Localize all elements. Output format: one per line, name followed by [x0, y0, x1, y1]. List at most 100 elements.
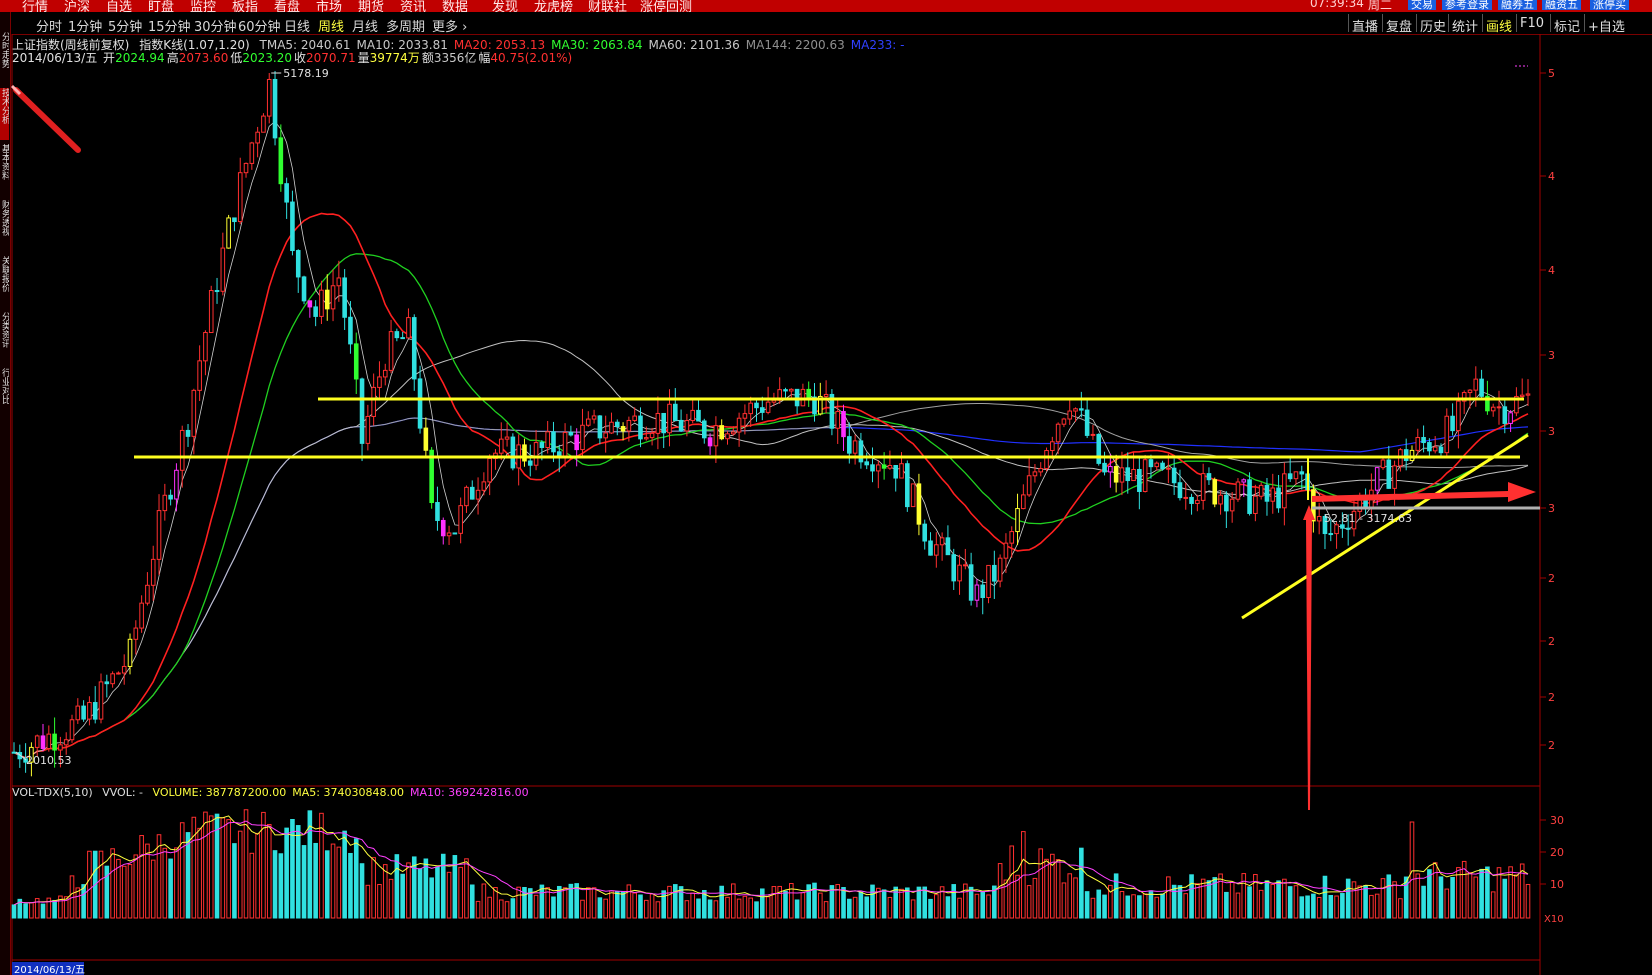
candle-body	[893, 465, 899, 479]
period-2[interactable]: 5分钟	[108, 20, 143, 35]
menu-chip-2[interactable]: 融券五	[1498, 0, 1537, 10]
menu-item-13[interactable]: 财联社	[588, 0, 628, 12]
tool-separator	[1382, 14, 1383, 32]
left-tab-4[interactable]: 关联报价	[0, 256, 9, 292]
tool-5[interactable]: F10	[1520, 16, 1545, 31]
tool-0[interactable]: 直播	[1352, 20, 1379, 35]
candle-body	[203, 332, 208, 362]
candle-body	[1351, 510, 1357, 530]
left-tab-6[interactable]: 行业对比	[0, 368, 9, 404]
menu-item-4[interactable]: 监控	[190, 0, 217, 12]
tool-1[interactable]: 复盘	[1386, 20, 1413, 35]
tool-7[interactable]: +自选	[1588, 20, 1625, 35]
menu-item-2[interactable]: 自选	[106, 0, 133, 12]
volume-bar	[580, 899, 585, 919]
volume-bar	[29, 902, 34, 919]
candle-body	[748, 402, 753, 415]
volume-bar	[539, 884, 545, 919]
left-tab-0[interactable]: 分时走势	[0, 32, 9, 68]
candle-body	[783, 389, 788, 392]
candle-body	[29, 746, 34, 763]
volume-bar	[127, 864, 133, 919]
volume-bar	[1386, 874, 1392, 919]
volume-bar	[481, 883, 487, 919]
volume-bar	[249, 852, 255, 919]
volume-bar	[1125, 895, 1131, 919]
candle-body	[388, 331, 394, 371]
menu-item-0[interactable]: 行情	[22, 0, 49, 12]
volume-bar	[754, 901, 759, 919]
candle-body	[649, 432, 655, 439]
volume-bar	[1490, 891, 1496, 919]
volume-bar	[87, 850, 92, 919]
volume-bar	[696, 898, 701, 919]
menu-item-6[interactable]: 看盘	[274, 0, 301, 12]
menu-item-12[interactable]: 龙虎榜	[534, 0, 574, 12]
candle-body	[1519, 394, 1525, 397]
candle-body	[672, 403, 678, 421]
candle-body	[116, 672, 121, 675]
volume-bar	[1102, 894, 1107, 919]
period-10[interactable]: 更多 ›	[432, 20, 468, 35]
menu-item-11[interactable]: 发现	[492, 0, 519, 12]
volume-bar	[1003, 879, 1009, 919]
left-tab-1[interactable]: 技术分析	[0, 88, 9, 140]
menu-item-5[interactable]: 板指	[232, 0, 259, 12]
bar-date: 2014/06/13/五	[12, 51, 98, 65]
menu-chip-3[interactable]: 融资五	[1542, 0, 1581, 10]
left-tab-5[interactable]: 分类资讯	[0, 312, 9, 348]
candle-body	[232, 217, 237, 223]
volume-bar	[1282, 878, 1287, 919]
period-9[interactable]: 多周期	[386, 20, 426, 35]
volume-bar	[852, 896, 858, 919]
period-1[interactable]: 1分钟	[68, 20, 103, 35]
volume-bar	[1044, 858, 1049, 919]
menu-chip-0[interactable]: 交易	[1408, 0, 1436, 10]
menu-chip-4[interactable]: 涨停买	[1590, 0, 1629, 10]
volume-bar	[1258, 889, 1264, 919]
menu-chip-1[interactable]: 参考登录	[1442, 0, 1492, 10]
volume-bar	[1032, 877, 1038, 919]
period-3[interactable]: 15分钟	[148, 20, 191, 35]
candle-body	[1328, 533, 1334, 536]
candle-body	[278, 137, 284, 185]
volume-bar	[1200, 878, 1206, 919]
menu-item-9[interactable]: 资讯	[400, 0, 427, 12]
tool-2[interactable]: 历史	[1420, 20, 1447, 35]
candle-body	[1258, 484, 1264, 497]
candle-body	[968, 564, 974, 601]
vol-indicator-name[interactable]: VOL-TDX(5,10)	[12, 786, 93, 799]
candle-body	[1055, 423, 1061, 443]
menu-item-7[interactable]: 市场	[316, 0, 343, 12]
volume-bar	[348, 852, 353, 919]
period-7[interactable]: 周线	[318, 20, 345, 35]
volume-bar	[179, 822, 185, 919]
candle-body	[806, 388, 812, 398]
period-4[interactable]: 30分钟	[194, 20, 237, 35]
tool-3[interactable]: 统计	[1452, 20, 1479, 35]
menu-item-3[interactable]: 盯盘	[148, 0, 175, 12]
tool-separator	[1416, 14, 1417, 32]
tool-4[interactable]: 画线	[1486, 20, 1513, 35]
menu-item-14[interactable]: 涨停回测	[640, 0, 693, 12]
tool-separator	[1348, 14, 1349, 32]
candle-body	[881, 464, 887, 469]
period-6[interactable]: 日线	[284, 20, 311, 35]
left-tab-2[interactable]: 基本资料	[0, 144, 9, 180]
menu-item-8[interactable]: 期货	[358, 0, 385, 12]
menu-item-1[interactable]: 沪深	[64, 0, 91, 12]
candle-body	[1218, 494, 1223, 505]
date-label-bg	[12, 962, 84, 975]
candle-body	[1241, 479, 1247, 483]
period-8[interactable]: 月线	[352, 20, 379, 35]
menu-item-10[interactable]: 数据	[442, 0, 469, 12]
ma-legend-2: MA20: 2053.13	[453, 38, 546, 52]
period-5[interactable]: 60分钟	[238, 20, 281, 35]
volume-bar	[284, 827, 289, 919]
left-tab-3[interactable]: 财务透视	[0, 200, 9, 236]
tool-6[interactable]: 标记	[1554, 20, 1581, 35]
indicator-name[interactable]: 指数K线(1.07,1.20)	[139, 38, 250, 52]
period-0[interactable]: 分时	[36, 20, 63, 35]
volume-bar	[133, 854, 139, 919]
